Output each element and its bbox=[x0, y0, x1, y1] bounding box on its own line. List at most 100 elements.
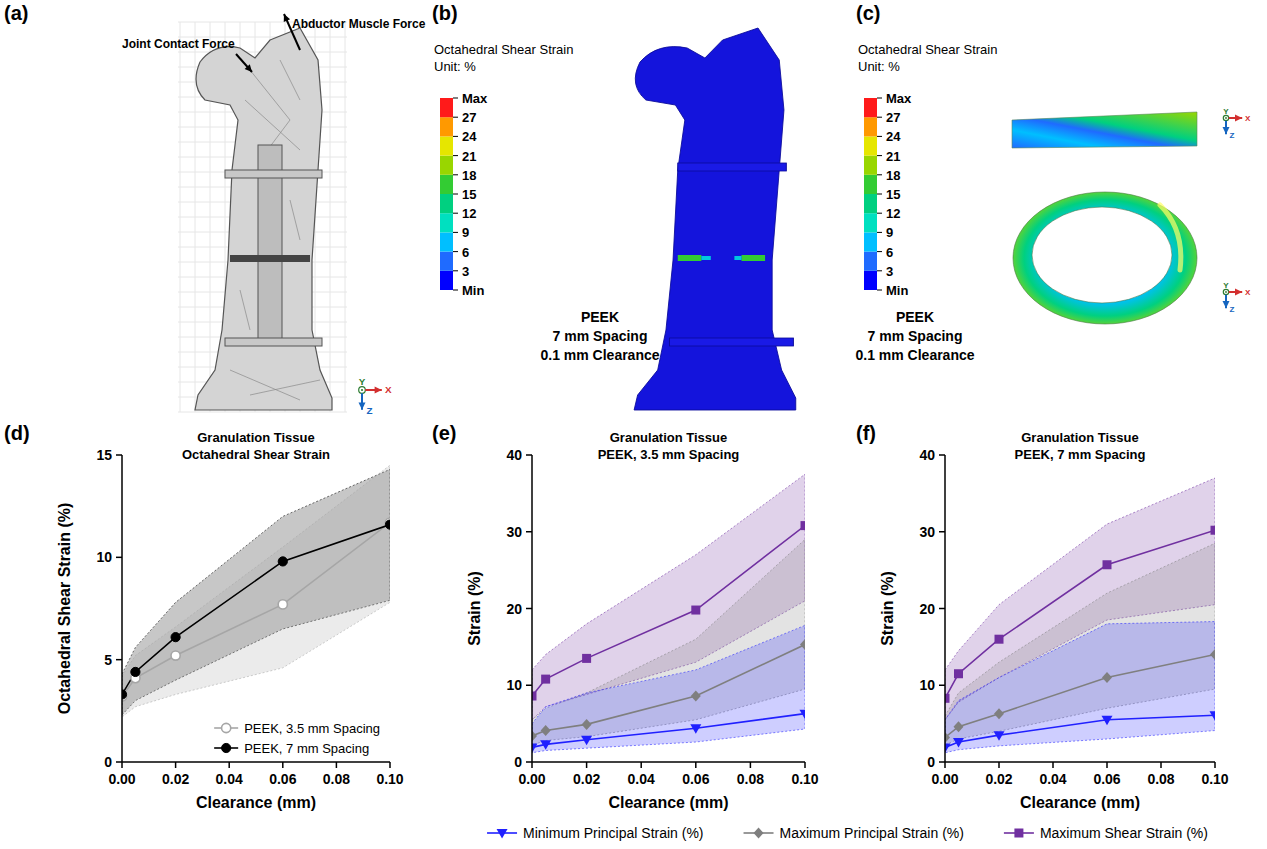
data-point bbox=[582, 719, 592, 730]
triad-label: Y bbox=[1223, 107, 1229, 116]
data-point bbox=[801, 521, 806, 530]
data-point bbox=[800, 639, 805, 650]
colorbar-band bbox=[440, 136, 453, 155]
colorbar-tick bbox=[453, 290, 458, 291]
panel-label: (d) bbox=[4, 422, 30, 444]
triad-label: Z bbox=[1230, 131, 1235, 140]
colorbar-band bbox=[440, 156, 453, 175]
data-point bbox=[1210, 649, 1215, 660]
legend: PEEK, 3.5 mm Spacing PEEK, 7 mm Spacing bbox=[214, 721, 380, 756]
colorbar-tick-label: 3 bbox=[462, 264, 469, 279]
panel-label: (a) bbox=[4, 2, 28, 24]
annotation: 7 mm Spacing bbox=[868, 328, 963, 344]
data-point bbox=[800, 710, 806, 720]
colorbar-tick bbox=[877, 136, 882, 137]
colorbar-tick-label: 15 bbox=[886, 187, 900, 202]
legend-label: PEEK, 7 mm Spacing bbox=[244, 741, 369, 756]
triad-y bbox=[1223, 289, 1228, 294]
panel-c: Octahedral Shear StrainUnit: %Min3691215… bbox=[855, 42, 1250, 363]
panel-b: Octahedral Shear StrainUnit: %Min3691215… bbox=[434, 28, 796, 410]
data-point bbox=[1102, 716, 1113, 726]
y-tick-label: 15 bbox=[96, 447, 112, 463]
colorbar-tick-label: Min bbox=[886, 283, 908, 298]
x-tick-label: 0.08 bbox=[1147, 771, 1174, 787]
colorbar-tick-label: 9 bbox=[886, 225, 893, 240]
data-point bbox=[954, 721, 964, 732]
y-axis-title: Strain (%) bbox=[466, 571, 483, 646]
x-tick-label: 0.00 bbox=[108, 771, 135, 787]
x-tick bbox=[1214, 762, 1216, 768]
x-tick bbox=[336, 762, 338, 768]
series-line bbox=[532, 645, 805, 736]
colorbar-band bbox=[440, 117, 453, 136]
triad-y bbox=[1223, 115, 1228, 120]
colorbar-tick-label: 18 bbox=[886, 168, 900, 183]
chart-title: Granulation Tissue bbox=[1021, 430, 1139, 445]
colorbar-band bbox=[864, 98, 877, 117]
data-point bbox=[1102, 672, 1112, 683]
x-tick bbox=[175, 762, 177, 768]
x-tick-label: 0.10 bbox=[376, 771, 403, 787]
line-chart: 0102030400.000.020.040.060.080.10Granula… bbox=[879, 430, 1229, 811]
y-tick-label: 0 bbox=[927, 754, 935, 770]
y-tick-label: 40 bbox=[919, 447, 935, 463]
legend-label: Minimum Principal Strain (%) bbox=[523, 825, 703, 841]
colorbar-band bbox=[864, 213, 877, 232]
x-tick bbox=[282, 762, 284, 768]
triad-y-dot bbox=[1225, 117, 1227, 119]
colorbar-band bbox=[440, 194, 453, 213]
x-tick-label: 0.10 bbox=[1201, 771, 1228, 787]
callus-strain bbox=[734, 256, 741, 260]
data-point bbox=[171, 633, 180, 642]
triad-z-head bbox=[1223, 127, 1230, 134]
y-tick-label: 10 bbox=[919, 677, 935, 693]
triad-label: X bbox=[1245, 288, 1251, 297]
colorbar-band bbox=[864, 136, 877, 155]
triad-x-head bbox=[1235, 115, 1242, 122]
colorbar-band bbox=[440, 232, 453, 251]
data-point bbox=[581, 736, 592, 746]
force-arrow-head bbox=[245, 64, 252, 72]
screw bbox=[225, 338, 322, 346]
y-axis bbox=[121, 455, 123, 762]
chart-title: Granulation Tissue bbox=[610, 430, 728, 445]
data-point bbox=[278, 600, 287, 609]
x-axis bbox=[122, 761, 390, 763]
panel-label: (e) bbox=[432, 422, 456, 444]
colorbar-tick-label: 18 bbox=[462, 168, 476, 183]
data-point bbox=[1103, 560, 1112, 569]
y-tick-label: 0 bbox=[104, 754, 112, 770]
screw bbox=[670, 338, 794, 346]
colorbar-tick-label: Min bbox=[462, 283, 484, 298]
x-tick bbox=[750, 762, 752, 768]
colorbar-tick-label: 21 bbox=[886, 149, 900, 164]
annotation: PEEK bbox=[581, 309, 619, 325]
colorbar-tick bbox=[877, 155, 882, 156]
colorbar-tick bbox=[453, 194, 458, 195]
y-tick bbox=[526, 685, 532, 687]
data-point bbox=[540, 740, 551, 750]
data-point bbox=[131, 667, 140, 676]
colorbar-tick-label: 6 bbox=[462, 245, 469, 260]
colorbar-band bbox=[440, 213, 453, 232]
y-tick bbox=[939, 454, 945, 456]
data-point bbox=[953, 738, 964, 748]
y-axis-title: Strain (%) bbox=[879, 571, 896, 646]
series-line bbox=[945, 715, 1215, 747]
x-axis bbox=[532, 761, 805, 763]
colorbar-tick bbox=[453, 98, 458, 99]
y-tick bbox=[939, 531, 945, 533]
x-tick bbox=[944, 762, 946, 768]
callus-section bbox=[1012, 112, 1197, 148]
series-line bbox=[122, 525, 390, 695]
screw bbox=[678, 163, 787, 171]
y-tick-label: 30 bbox=[919, 524, 935, 540]
triad-y bbox=[359, 387, 366, 394]
screw bbox=[225, 170, 322, 178]
triad-label: Z bbox=[1230, 305, 1235, 314]
y-tick bbox=[116, 454, 122, 456]
colorbar-tick-label: Max bbox=[462, 91, 488, 106]
x-tick-label: 0.04 bbox=[1039, 771, 1066, 787]
colorbar-tick bbox=[877, 194, 882, 195]
legend-label: PEEK, 3.5 mm Spacing bbox=[244, 721, 380, 736]
